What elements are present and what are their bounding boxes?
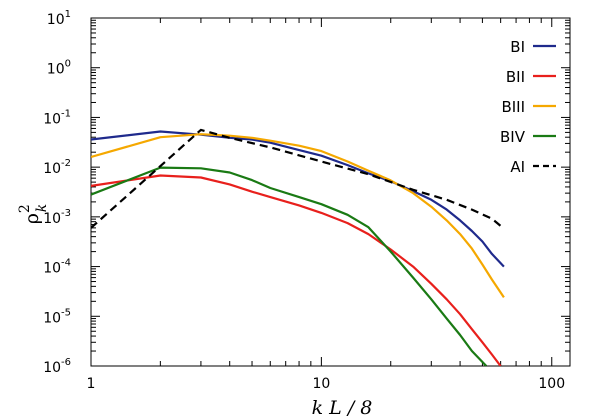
series-line-AI (91, 128, 505, 230)
legend-label-AI: AI (510, 158, 525, 176)
y-tick-label: 10-1 (43, 108, 71, 127)
y-tick-label: 10-6 (43, 357, 71, 376)
legend-label-BIII: BIII (501, 98, 525, 116)
series-line-BII (91, 174, 502, 366)
y-tick-label: 10-4 (43, 258, 71, 277)
x-tick-label: 1 (87, 376, 96, 392)
legend-label-BIV: BIV (500, 128, 526, 146)
legend-label-BII: BII (506, 68, 525, 86)
plot-frame (90, 17, 571, 367)
series-line-BIII (91, 133, 505, 299)
x-tick-label: 10 (312, 376, 330, 392)
series-line-BI (91, 130, 505, 268)
series-line-BIV (91, 166, 488, 366)
y-axis-label: ρ2k (17, 204, 50, 225)
y-tick-label: 10-3 (43, 208, 71, 227)
y-tick-label: 10-2 (43, 158, 71, 177)
x-axis-label: k L / 8 (312, 397, 373, 419)
y-tick-label: 10-5 (43, 307, 71, 326)
y-tick-label: 100 (47, 59, 71, 78)
legend-label-BI: BI (510, 38, 525, 56)
x-tick-label: 100 (538, 376, 565, 392)
series-lines (91, 128, 505, 366)
y-tick-label: 101 (47, 9, 71, 28)
legend: BI BII BIII BIV AI (500, 38, 556, 176)
axes: 1 10 100 10-6 10-5 10-4 10-3 10-2 10-1 100 101 (43, 9, 571, 392)
